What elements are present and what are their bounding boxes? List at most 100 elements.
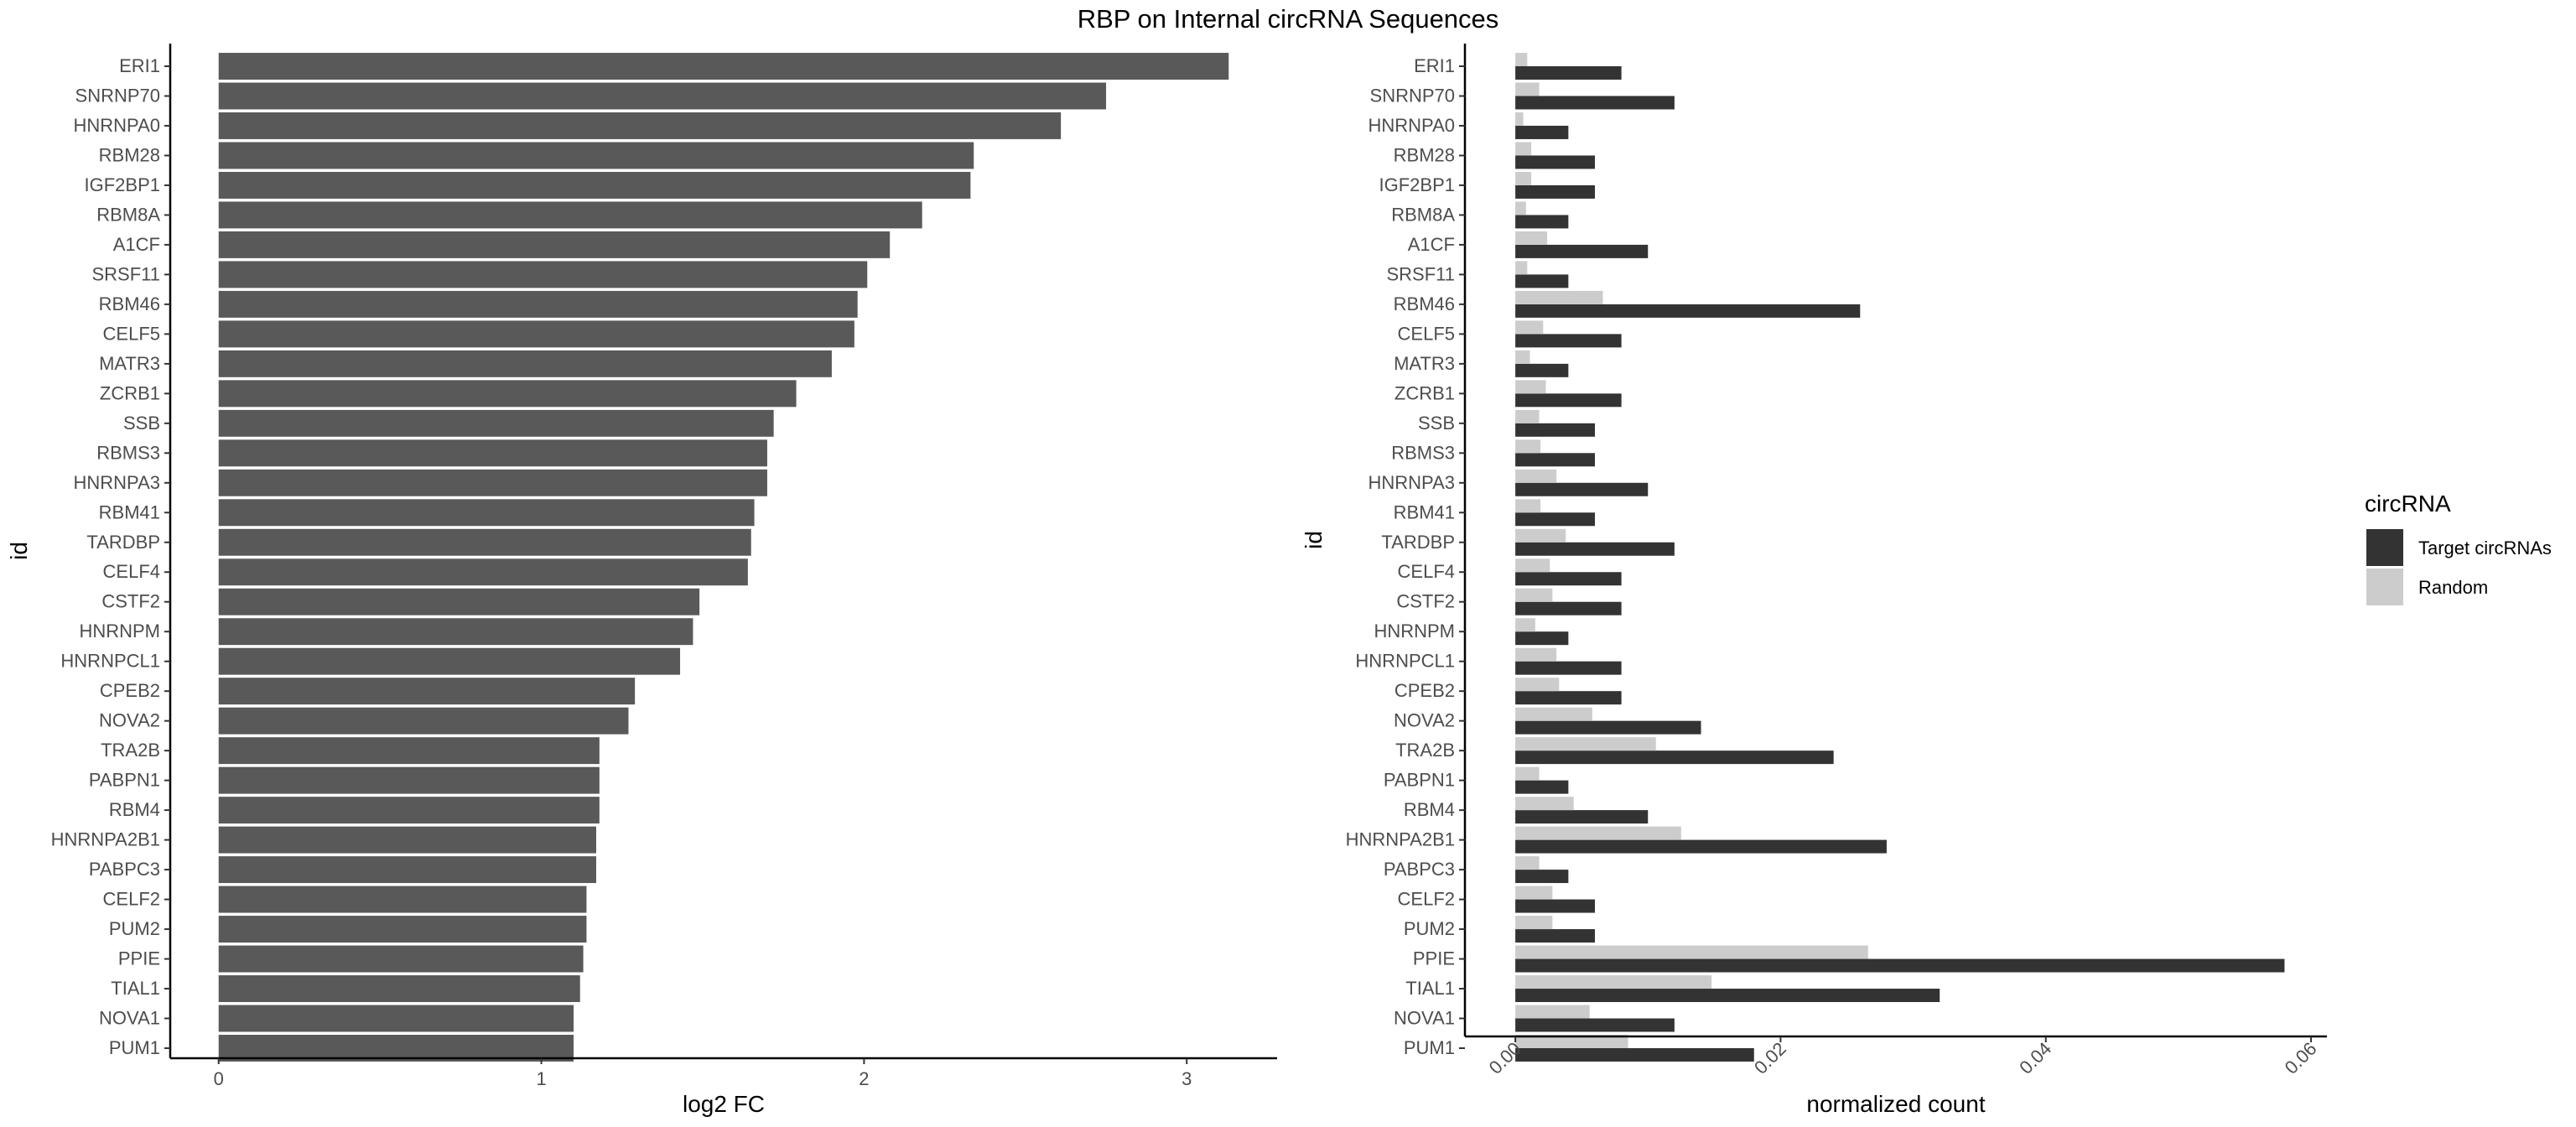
y-tick-label-hnrnpa2b1: HNRNPA2B1: [51, 829, 160, 850]
bar-target-pum1: [1515, 1048, 1754, 1062]
y-tick-label-hnrnpa0: HNRNPA0: [73, 115, 160, 136]
bar-snrnp70: [218, 82, 1107, 110]
bar-rbm28: [218, 142, 974, 169]
bar-celf4: [218, 558, 748, 586]
y-tick-label-rbm41: RBM41: [99, 501, 160, 522]
y-tick-label-ppie: PPIE: [118, 948, 160, 969]
bar-hnrnpm: [218, 618, 693, 646]
y-tick-label-rbm28: RBM28: [1394, 144, 1455, 165]
bar-pabpc3: [218, 856, 596, 884]
bar-target-tardbp: [1515, 542, 1675, 556]
bar-random-a1cf: [1515, 231, 1548, 245]
bar-target-tra2b: [1515, 750, 1834, 765]
bar-target-ppie: [1515, 958, 2285, 973]
y-tick-label-rbm28: RBM28: [99, 144, 160, 165]
bar-celf2: [218, 886, 587, 913]
bar-target-celf4: [1515, 572, 1622, 586]
bar-target-nova2: [1515, 720, 1701, 735]
bar-nova2: [218, 707, 629, 735]
bar-target-rbms3: [1515, 453, 1595, 467]
bar-target-pabpn1: [1515, 780, 1569, 794]
y-tick-label-cstf2: CSTF2: [101, 591, 160, 612]
y-tick-label-zcrb1: ZCRB1: [100, 382, 160, 403]
y-tick-label-tardbp: TARDBP: [1381, 532, 1455, 553]
y-tick-label-hnrnpa3: HNRNPA3: [1368, 472, 1455, 493]
bar-target-hnrnpm: [1515, 631, 1569, 646]
bar-random-hnrnpa2b1: [1515, 826, 1681, 840]
bar-target-cstf2: [1515, 601, 1622, 615]
bar-random-rbm28: [1515, 142, 1532, 156]
y-tick-label-eri1: ERI1: [1414, 55, 1455, 76]
x-axis-title: normalized count: [1806, 1091, 1985, 1117]
bar-tial1: [218, 975, 580, 1002]
y-tick-label-nova1: NOVA1: [99, 1008, 160, 1029]
bar-random-rbms3: [1515, 439, 1541, 454]
y-tick-label-hnrnpm: HNRNPM: [79, 621, 160, 641]
y-tick-label-tra2b: TRA2B: [1395, 740, 1455, 761]
y-tick-label-ssb: SSB: [123, 413, 160, 434]
bar-target-rbm8a: [1515, 215, 1569, 229]
y-tick-label-tardbp: TARDBP: [86, 532, 160, 553]
left-panel-log2fc: ERI1 SNRNP70 HNRNPA0 RBM28 IGF2BP1 RBM8A A1CF S…: [6, 44, 1277, 1117]
y-tick-label-pabpn1: PABPN1: [89, 770, 160, 791]
bar-target-hnrnpcl1: [1515, 661, 1622, 675]
y-tick-label-rbm8a: RBM8A: [96, 204, 160, 225]
bar-target-snrnp70: [1515, 96, 1675, 110]
y-tick-label-nova1: NOVA1: [1394, 1008, 1455, 1029]
y-tick-label-cpeb2: CPEB2: [1394, 680, 1455, 701]
bar-random-hnrnpa0: [1515, 112, 1524, 126]
y-tick-label-nova2: NOVA2: [99, 710, 160, 731]
bar-rbm4: [218, 797, 600, 824]
y-tick-label-rbm41: RBM41: [1394, 501, 1455, 522]
y-tick-label-cpeb2: CPEB2: [100, 680, 160, 701]
y-tick-label-celf4: CELF4: [103, 561, 160, 582]
y-tick-label-rbm46: RBM46: [99, 293, 160, 314]
bar-pabpn1: [218, 766, 600, 794]
figure-title: RBP on Internal circRNA Sequences: [1078, 4, 1499, 34]
x-tick-label: 0: [214, 1068, 224, 1089]
y-tick-label-tra2b: TRA2B: [101, 740, 160, 761]
bar-hnrnpcl1: [218, 647, 681, 675]
y-tick-label-hnrnpa0: HNRNPA0: [1368, 115, 1455, 136]
y-tick-label-pum1: PUM1: [109, 1037, 160, 1058]
bar-eri1: [218, 53, 1229, 80]
y-tick-label-hnrnpcl1: HNRNPCL1: [60, 651, 160, 672]
bar-pum1: [218, 1035, 574, 1062]
bar-target-rbm41: [1515, 512, 1595, 527]
bar-target-nova1: [1515, 1018, 1675, 1032]
bar-random-cstf2: [1515, 588, 1553, 602]
y-tick-label-snrnp70: SNRNP70: [75, 85, 160, 106]
y-tick-label-celf2: CELF2: [103, 889, 160, 910]
x-tick-label: 2: [859, 1068, 869, 1089]
bar-random-nova2: [1515, 707, 1592, 721]
bar-target-ssb: [1515, 423, 1595, 437]
bar-random-ppie: [1515, 945, 1868, 959]
y-tick-label-ssb: SSB: [1418, 413, 1455, 434]
y-tick-label-a1cf: A1CF: [113, 234, 160, 255]
bar-random-pum1: [1515, 1035, 1628, 1048]
y-tick-label-rbm4: RBM4: [1404, 799, 1455, 820]
bar-a1cf: [218, 231, 891, 258]
legend-swatch-random: [2366, 569, 2403, 605]
y-tick-label-rbm8a: RBM8A: [1391, 204, 1455, 225]
y-tick-label-hnrnpm: HNRNPM: [1374, 621, 1455, 641]
bar-random-zcrb1: [1515, 380, 1546, 394]
y-tick-label-cstf2: CSTF2: [1396, 591, 1455, 612]
bar-random-tial1: [1515, 975, 1712, 989]
bar-target-a1cf: [1515, 244, 1649, 258]
bar-target-matr3: [1515, 363, 1569, 377]
bar-zcrb1: [218, 380, 797, 408]
bar-random-ssb: [1515, 409, 1540, 423]
x-tick-label: 1: [536, 1068, 546, 1089]
bar-srsf11: [218, 261, 868, 288]
y-tick-label-hnrnpcl1: HNRNPCL1: [1355, 651, 1455, 672]
y-tick-label-hnrnpa2b1: HNRNPA2B1: [1346, 829, 1455, 850]
y-tick-label-hnrnpa3: HNRNPA3: [73, 472, 160, 493]
y-tick-label-celf5: CELF5: [103, 323, 160, 344]
right-panel-normalized-count: ERI1 SNRNP70 HNRNPA0 RBM28 IGF2BP1 RBM8A A1CF S…: [1301, 44, 2327, 1117]
bar-random-nova1: [1515, 1005, 1590, 1019]
bar-target-tial1: [1515, 989, 1940, 1002]
y-tick-label-matr3: MATR3: [99, 353, 160, 374]
bar-random-tardbp: [1515, 528, 1566, 543]
y-tick-label-pabpn1: PABPN1: [1384, 770, 1455, 791]
